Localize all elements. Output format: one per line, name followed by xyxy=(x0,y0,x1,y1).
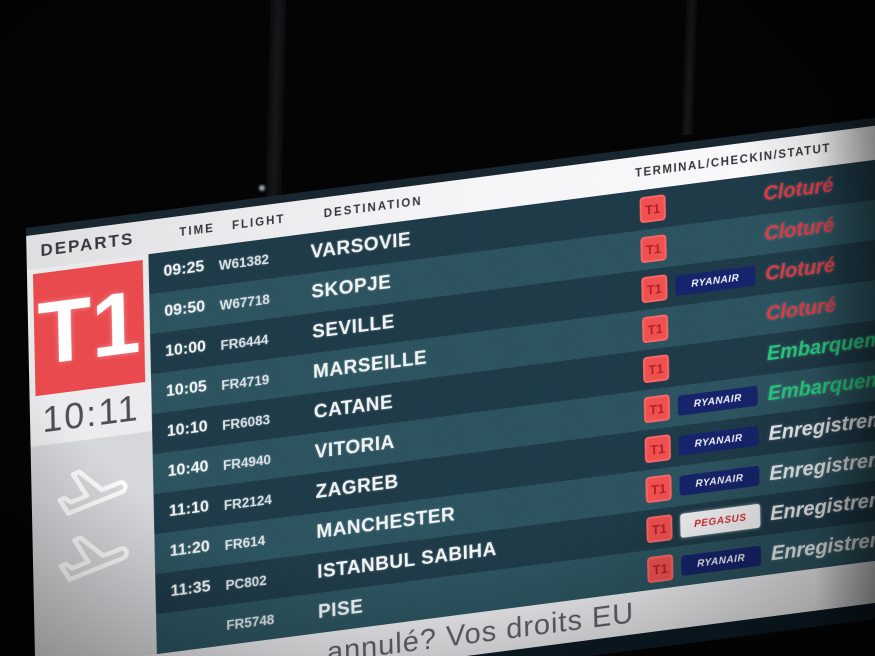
terminal-badge: T1 xyxy=(642,354,670,384)
flight-time: 10:40 xyxy=(167,457,209,481)
flight-number: FR4940 xyxy=(222,451,272,473)
ryanair-logo: RYANAIR xyxy=(675,265,756,297)
ryanair-logo: RYANAIR xyxy=(679,465,760,496)
board-body: T1 10:11 09:25 W61382 VARSOVIE T1 Clotur… xyxy=(26,140,875,656)
flight-time: 11:35 xyxy=(170,577,211,601)
flight-number: FR6444 xyxy=(220,331,269,353)
terminal-badge: T1 xyxy=(645,474,672,504)
terminal-badge: T1 xyxy=(641,274,668,304)
terminal-badge: T1 xyxy=(640,234,667,264)
flight-time: 10:00 xyxy=(164,337,207,361)
flight-number: PC802 xyxy=(225,572,267,593)
sidebar-planes xyxy=(30,431,157,656)
terminal-box: T1 xyxy=(32,259,146,397)
mounting-pole-left xyxy=(265,0,287,201)
ryanair-logo: RYANAIR xyxy=(681,545,762,576)
pegasus-logo: PEGASUS xyxy=(680,503,761,538)
column-header-flight: FLIGHT xyxy=(231,213,286,233)
terminal-badge: T1 xyxy=(643,394,671,424)
flight-number: FR4719 xyxy=(221,371,270,393)
terminal-badge: T1 xyxy=(642,314,669,344)
terminal-badge: T1 xyxy=(646,514,673,544)
column-header-time: TIME xyxy=(179,222,215,240)
flight-time: 11:10 xyxy=(168,498,210,521)
flight-time: 11:20 xyxy=(169,537,210,561)
flight-time: 09:50 xyxy=(164,297,206,321)
mounting-pole-right xyxy=(681,0,698,136)
ryanair-logo: RYANAIR xyxy=(677,385,758,416)
takeoff-plane-icon xyxy=(57,469,128,516)
flight-time: 09:25 xyxy=(163,257,205,281)
terminal-badge: T1 xyxy=(644,434,672,464)
flight-time xyxy=(157,625,227,634)
takeoff-plane-icon xyxy=(58,535,129,582)
terminal-badge: T1 xyxy=(647,553,674,584)
flight-number: FR2124 xyxy=(223,491,272,513)
departure-board: DEPARTS TIME FLIGHT DESTINATION TERMINAL… xyxy=(26,98,875,656)
flight-number: FR5748 xyxy=(226,611,275,633)
ryanair-logo: RYANAIR xyxy=(678,425,759,456)
flight-time: 10:05 xyxy=(165,377,207,401)
flight-number: FR614 xyxy=(224,532,266,553)
flight-number: FR6083 xyxy=(222,411,271,433)
flight-number: W67718 xyxy=(219,291,270,313)
flight-number: W61382 xyxy=(218,251,270,273)
ceiling-light-speck xyxy=(259,185,265,191)
flight-time: 10:10 xyxy=(166,417,208,441)
board-sidebar: T1 10:11 xyxy=(26,254,157,656)
terminal-badge: T1 xyxy=(639,194,666,224)
